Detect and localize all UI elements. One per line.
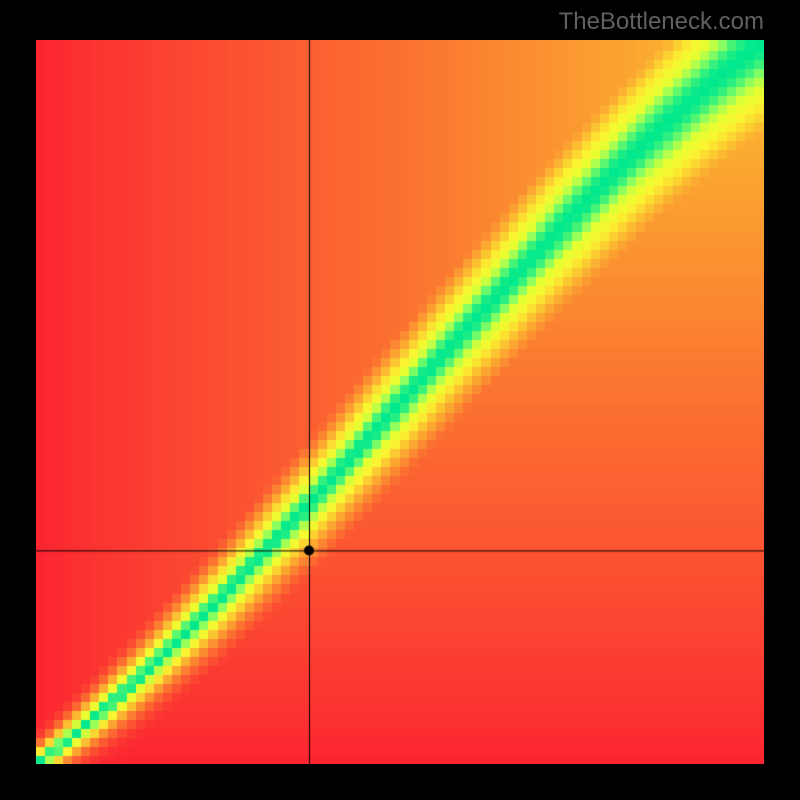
heatmap-canvas (36, 40, 764, 764)
watermark-text: TheBottleneck.com (559, 8, 764, 36)
